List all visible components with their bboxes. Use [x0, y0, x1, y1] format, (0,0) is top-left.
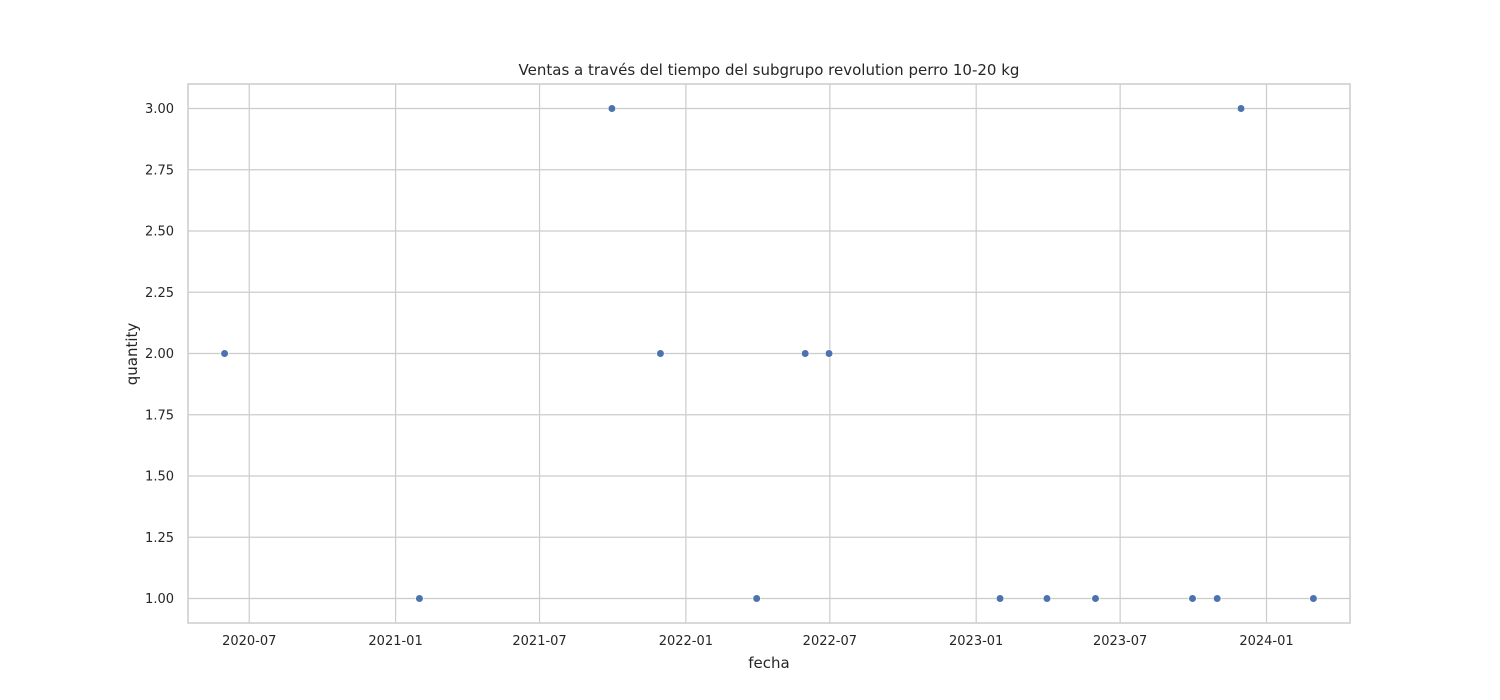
- x-tick-label: 2022-01: [659, 634, 713, 649]
- x-tick-label: 2020-07: [222, 634, 276, 649]
- y-tick-label: 1.00: [145, 592, 174, 607]
- data-point: [1213, 594, 1222, 603]
- y-axis-label: quantity: [123, 323, 141, 386]
- grid: [188, 84, 1350, 623]
- y-tick-label: 1.50: [145, 470, 174, 485]
- data-point: [752, 594, 761, 603]
- data-point: [1188, 594, 1197, 603]
- data-point: [656, 349, 665, 358]
- y-tick-label: 3.00: [145, 102, 174, 117]
- y-tick-label: 2.25: [145, 286, 174, 301]
- data-point: [1309, 594, 1318, 603]
- x-tick-label: 2023-01: [949, 634, 1003, 649]
- data-point: [1091, 594, 1100, 603]
- data-point: [995, 594, 1005, 603]
- y-tick-label: 2.75: [145, 163, 174, 178]
- x-tick-label: 2024-01: [1239, 634, 1293, 649]
- data-point: [824, 349, 834, 358]
- data-point: [1042, 594, 1052, 603]
- x-tick-label: 2021-01: [368, 634, 422, 649]
- x-tick-label: 2022-07: [803, 634, 857, 649]
- x-tick-label: 2021-07: [512, 634, 566, 649]
- data-point: [607, 104, 617, 113]
- data-point: [415, 594, 424, 603]
- y-tick-label: 2.00: [145, 347, 174, 362]
- plot-frame: [187, 83, 1351, 624]
- y-tick-labels: 1.00 1.25 1.50 1.75 2.00 2.25 2.50 2.75 3.00: [145, 102, 174, 607]
- data-point: [220, 349, 229, 358]
- y-tick-label: 2.50: [145, 225, 174, 240]
- x-axis-label: fecha: [748, 654, 789, 672]
- data-points: [220, 104, 1318, 603]
- x-tick-labels: 2020-07 2021-01 2021-07 2022-01 2022-07 2023-…: [222, 634, 1294, 649]
- data-point: [1236, 104, 1246, 113]
- chart-title: Ventas a través del tiempo del subgrupo …: [519, 61, 1020, 79]
- y-tick-label: 1.25: [145, 531, 174, 546]
- data-point: [801, 349, 810, 358]
- y-tick-label: 1.75: [145, 408, 174, 423]
- x-tick-label: 2023-07: [1093, 634, 1147, 649]
